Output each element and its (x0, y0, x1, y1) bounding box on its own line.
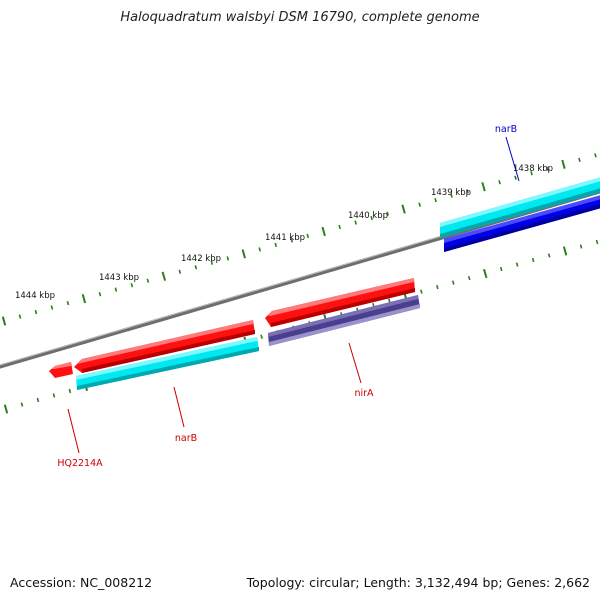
outer-scale-tick (194, 265, 198, 270)
gene-label-HQ2214A[interactable]: HQ2214A (57, 458, 103, 469)
inner-scale-tick (483, 268, 488, 279)
outer-scale-tick (498, 180, 501, 185)
outer-scale-tick (370, 215, 373, 221)
genome-summary-text: Topology: circular; Length: 3,132,494 bp… (246, 575, 590, 590)
inner-scale-tick (467, 275, 471, 281)
gene-band-narB-reverse[interactable] (76, 337, 259, 390)
inner-scale-tick (20, 402, 24, 407)
outer-scale-tick (50, 305, 54, 310)
outer-scale-tick (530, 171, 533, 176)
outer-scale-tick (178, 269, 182, 274)
scale-label-1441: 1441 kbp (265, 233, 305, 243)
outer-scale-tick (161, 271, 167, 281)
inner-scale-tick (388, 298, 391, 303)
outer-scale-tick (546, 166, 549, 171)
scale-label-1438: 1438 kbp (513, 164, 553, 174)
gene-label-narB-forward[interactable]: narB (495, 124, 517, 135)
inner-scale-tick (451, 280, 455, 285)
outer-scale-tick (226, 256, 230, 261)
cds-narB-forward[interactable] (444, 194, 600, 252)
outer-scale-tick (578, 157, 581, 163)
outer-scale-tick (98, 291, 102, 297)
cds-nirA[interactable] (265, 278, 415, 327)
outer-scale-tick (418, 202, 421, 207)
scale-label-1440: 1440 kbp (348, 211, 388, 221)
inner-scale-tick (3, 404, 9, 414)
outer-scale-tick (114, 287, 118, 292)
scale-label-1444: 1444 kbp (15, 291, 55, 301)
inner-scale-tick (515, 262, 519, 267)
outer-scale-tick (466, 189, 469, 194)
inner-scale-tick (36, 397, 40, 403)
cds-HQ2214A[interactable] (49, 362, 73, 378)
outer-scale-tick (274, 242, 278, 248)
leader-HQ2214A (67, 408, 80, 454)
outer-scale-tick (386, 211, 389, 216)
inner-scale-tick (68, 388, 72, 394)
outer-scale-tick (354, 220, 357, 225)
inner-scale-tick (499, 266, 503, 272)
outer-scale-tick (594, 153, 597, 158)
inner-scale-tick (420, 289, 423, 294)
outer-scale-tick (34, 309, 38, 315)
inner-scale-tick (579, 244, 583, 249)
outer-scale-tick (514, 175, 517, 180)
inner-scale-tick (52, 393, 56, 398)
scale-label-1439: 1439 kbp (431, 188, 471, 198)
gene-label-nirA[interactable]: nirA (354, 388, 374, 399)
scale-label-1443: 1443 kbp (99, 273, 139, 283)
outer-scale-tick (130, 283, 134, 288)
gene-band-narB-forward[interactable] (440, 176, 600, 238)
cds-narB-reverse[interactable] (74, 320, 255, 373)
outer-scale-tick (321, 226, 326, 237)
outer-scale-tick (210, 260, 214, 265)
outer-scale-tick (146, 278, 150, 283)
outer-scale-tick (561, 159, 566, 169)
outer-scale-tick (338, 224, 341, 230)
inner-scale-tick (595, 239, 599, 245)
outer-scale-tick (434, 198, 437, 203)
inner-scale-tick (436, 284, 439, 290)
inner-scale-tick (531, 257, 535, 263)
outer-scale-tick (258, 247, 262, 252)
leader-narB-reverse (173, 386, 185, 428)
outer-scale-tick (401, 204, 406, 214)
outer-scale-tick (290, 238, 294, 243)
inner-scale-tick (562, 246, 568, 256)
inner-scale-tick (260, 334, 263, 339)
gene-band-nirA[interactable] (268, 295, 420, 346)
map-title: Haloquadratum walsbyi DSM 16790, complet… (120, 10, 480, 25)
accession-text: Accession: NC_008212 (10, 575, 153, 590)
outer-scale-tick (306, 233, 310, 239)
leader-nirA (348, 342, 362, 384)
scale-label-1442: 1442 kbp (181, 254, 221, 264)
outer-scale-tick (18, 314, 22, 319)
leader-narB-forward (505, 136, 520, 182)
inner-scale-tick (547, 253, 551, 258)
gene-label-narB-reverse[interactable]: narB (175, 433, 197, 444)
outer-scale-tick (1, 316, 7, 326)
outer-scale-tick (66, 300, 70, 306)
outer-scale-tick (241, 249, 246, 259)
outer-scale-tick (481, 182, 486, 192)
outer-scale-tick (450, 193, 453, 198)
outer-scale-tick (81, 294, 87, 304)
outer-scale-ticks (1, 153, 597, 326)
